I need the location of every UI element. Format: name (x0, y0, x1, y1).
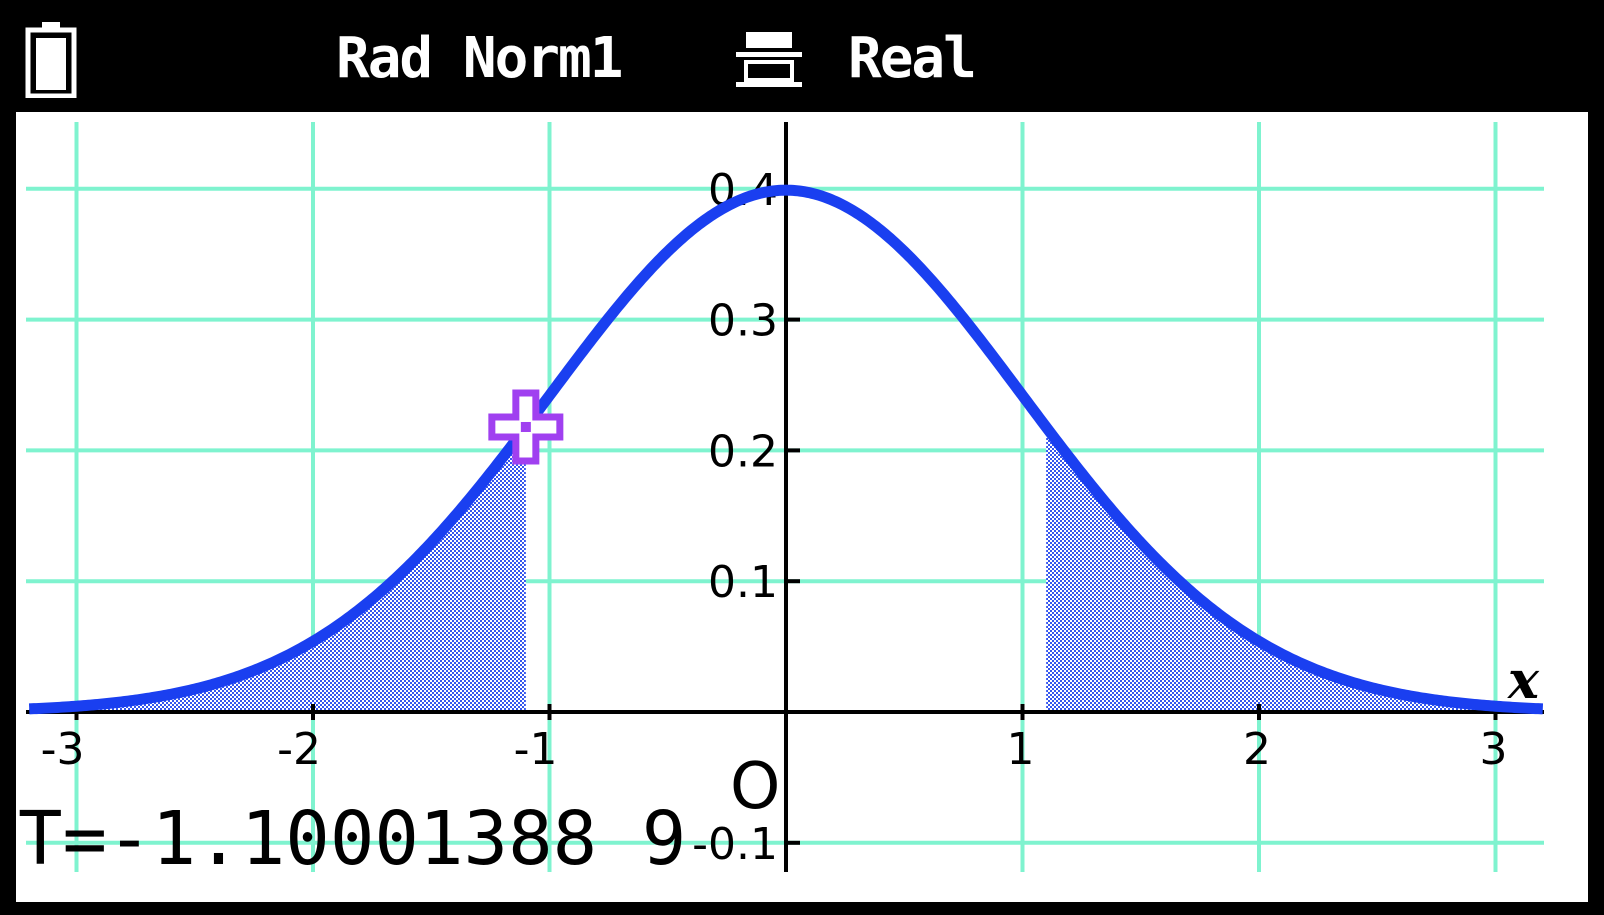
x-tick-label: 2 (1243, 724, 1271, 775)
trace-cursor (488, 389, 564, 465)
x-tick-label: -3 (41, 724, 85, 775)
origin-label: O (730, 750, 780, 824)
complex-mode: Real (848, 26, 977, 91)
normal-pdf-curve (26, 184, 1546, 715)
shaded-areas (29, 427, 1543, 712)
battery-icon (25, 22, 77, 98)
y-tick-label: 0.3 (708, 296, 778, 347)
cursor-center (520, 421, 531, 432)
x-tick-label: -1 (514, 724, 558, 775)
status-bar: Rad Norm1 Real (16, 12, 1588, 106)
graph-area[interactable]: -3 -2 -1 1 2 3 0.4 0.3 0.2 0.1 -0.1 O x T=-1.10001… (16, 112, 1588, 902)
graph-plot[interactable]: -3 -2 -1 1 2 30.40.30.20.1-0.1 O x T=-1.10001… (16, 112, 1588, 902)
display-format-icon (736, 32, 802, 87)
shaded-region (1046, 427, 1543, 712)
x-tick-label: -2 (277, 724, 321, 775)
angle-display-mode: Rad Norm1 (336, 26, 623, 91)
y-tick-label: -0.1 (692, 819, 778, 870)
x-axis-label: x (1507, 650, 1540, 711)
trace-readout: T=-1.10001388 9 (18, 796, 686, 882)
x-tick-label: 3 (1480, 724, 1508, 775)
y-tick-label: 0.1 (708, 557, 778, 608)
x-tick-label: 1 (1007, 724, 1035, 775)
shaded-region (29, 427, 526, 712)
curve-layer (26, 184, 1546, 715)
y-tick-label: 0.2 (708, 426, 778, 477)
axes (26, 122, 1544, 872)
